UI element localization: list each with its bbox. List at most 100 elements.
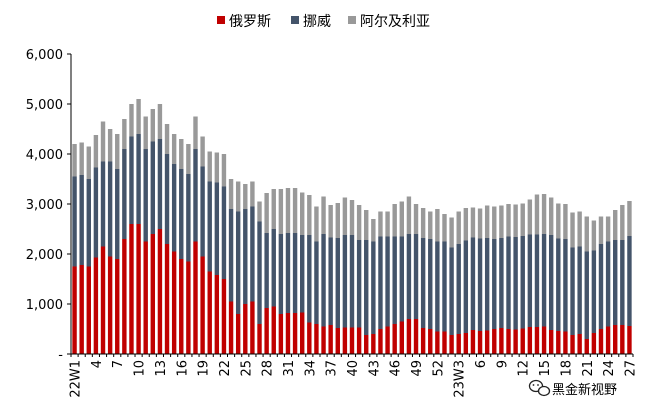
bar-segment [613, 325, 618, 354]
bar-segment [371, 219, 376, 242]
bar-segment [193, 149, 198, 242]
bar-segment [420, 328, 426, 354]
bar-segment [506, 236, 511, 329]
bar-segment [399, 201, 404, 237]
bar-segment [228, 179, 234, 209]
bar-segment [193, 116, 198, 149]
bar-segment [335, 328, 340, 354]
bar-segment [264, 308, 269, 354]
y-tick-label: 4,000 [26, 148, 63, 163]
bar-segment [129, 224, 134, 354]
x-tick-label: 52 [431, 360, 446, 377]
bar-segment [449, 217, 454, 248]
bar-segment [428, 329, 433, 354]
bar-segment [221, 154, 227, 187]
bar-segment [499, 205, 504, 238]
bar-segment [598, 244, 604, 329]
bar-segment [413, 319, 419, 354]
bar-segment [584, 251, 589, 339]
bar-segment [627, 201, 632, 236]
bar-segment [428, 239, 433, 329]
bar-segment [570, 212, 575, 248]
bar-segment [200, 136, 205, 167]
bar-segment [207, 151, 212, 182]
bar-segment [179, 259, 184, 354]
bar-segment [520, 203, 525, 236]
bar-segment [470, 330, 476, 354]
bar-segment [314, 324, 319, 354]
bar-segment [435, 209, 440, 242]
wechat-icon [528, 379, 551, 397]
x-tick-label: 6 [474, 360, 489, 368]
bar-segment [420, 208, 426, 238]
x-tick-label: 15 [538, 360, 553, 377]
bar-segment [143, 149, 148, 242]
x-tick-label: 7 [111, 360, 126, 368]
bar-segment [264, 233, 269, 308]
bar-segment [470, 207, 476, 238]
bar-segment [477, 208, 483, 239]
bar-segment [449, 335, 454, 354]
bar-segment [520, 236, 525, 329]
bar-segment [136, 99, 141, 134]
bar-segment [300, 312, 305, 354]
bar-segment [605, 241, 611, 327]
bar-segment [513, 329, 518, 354]
bar-segment [591, 220, 597, 251]
bar-segment [186, 144, 191, 174]
bar-segment [342, 197, 348, 235]
bar-segment [413, 204, 419, 234]
bar-segment [620, 205, 625, 240]
bar-segment [548, 330, 554, 354]
bar-segment [349, 200, 355, 235]
x-tick-label: 22W1 [69, 360, 84, 398]
bar-segment [278, 314, 284, 354]
bar-segment [221, 279, 227, 354]
watermark-text: 黑金新视野 [552, 382, 617, 398]
bar-segment [378, 329, 383, 354]
bar-segment [214, 152, 220, 183]
bar-segment [143, 241, 148, 354]
bar-segment [605, 216, 611, 242]
bar-segment [207, 181, 212, 272]
x-tick-label: 22 [218, 360, 233, 377]
bar-segment [164, 154, 170, 244]
bar-segment [107, 256, 113, 354]
bar-segment [378, 211, 383, 237]
bar-segment [171, 251, 177, 354]
bar-segment [86, 146, 91, 179]
y-tick-label: 2,000 [26, 248, 63, 263]
bar-segment [150, 109, 156, 142]
bar-segment [449, 247, 454, 335]
bar-segment [556, 331, 561, 354]
bar-segment [584, 339, 589, 354]
x-tick-label: 34 [303, 360, 318, 377]
bar-segment [300, 235, 305, 313]
bar-segment [278, 234, 284, 314]
bar-segment [371, 334, 376, 354]
bar-segment [620, 240, 625, 325]
bar-segment [364, 210, 369, 240]
bar-segment [136, 134, 141, 224]
bar-segment [278, 189, 284, 234]
bar-segment [492, 329, 497, 354]
bar-segment [314, 241, 319, 324]
bar-segment [292, 188, 298, 233]
bar-segment [328, 237, 333, 325]
x-tick-label: 31 [282, 360, 297, 377]
bar-segment [591, 333, 597, 354]
bar-segment [364, 335, 369, 354]
bar-segment [307, 235, 312, 323]
bar-segment [107, 129, 113, 162]
bar-segment [321, 234, 326, 327]
bar-segment [442, 241, 447, 332]
bar-segment [534, 194, 540, 235]
bar-segment [335, 238, 340, 328]
y-tick-label: - [58, 348, 63, 363]
bar-segment [200, 166, 205, 257]
bar-segment [392, 204, 397, 237]
bar-segment [200, 256, 205, 354]
legend-swatch-1 [291, 16, 299, 24]
legend-label-0: 俄罗斯 [229, 14, 271, 30]
bar-segment [342, 327, 348, 354]
